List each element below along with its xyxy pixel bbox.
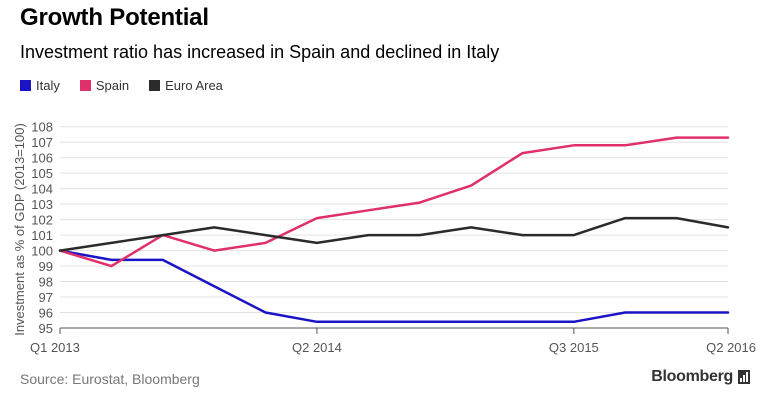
source-note: Source: Eurostat, Bloomberg — [20, 371, 200, 387]
series-line-euro-area — [58, 216, 730, 252]
legend: Italy Spain Euro Area — [20, 78, 243, 93]
legend-label-euro-area: Euro Area — [165, 78, 223, 93]
legend-swatch-euro-area — [149, 80, 161, 91]
y-tick-label: 102 — [31, 213, 53, 228]
series-line-spain — [58, 136, 730, 268]
legend-label-spain: Spain — [95, 78, 130, 93]
y-tick-label: 99 — [39, 259, 53, 274]
bloomberg-logo: Bloomberg — [651, 368, 750, 386]
series-line-italy — [58, 249, 730, 324]
brand-name: Bloomberg — [651, 368, 733, 385]
chart-subtitle: Investment ratio has increased in Spain … — [20, 42, 500, 62]
legend-swatch-italy — [20, 80, 31, 91]
y-tick-label: 97 — [39, 290, 53, 305]
y-tick-label: 108 — [31, 120, 53, 135]
legend-item-italy: Italy — [20, 78, 60, 93]
y-tick-label: 105 — [31, 166, 53, 181]
y-tick-label: 106 — [31, 151, 53, 166]
y-tick-label: 104 — [31, 182, 53, 197]
legend-label-italy: Italy — [36, 78, 60, 93]
y-tick-label: 98 — [39, 275, 53, 290]
legend-swatch-spain — [79, 80, 91, 91]
y-tick-label: 101 — [31, 228, 53, 243]
y-tick-label: 100 — [31, 244, 53, 259]
chart-title: Growth Potential — [20, 4, 209, 31]
y-axis-label: Investment as % of GDP (2013=100) — [12, 123, 27, 336]
x-tick-label: Q2 2014 — [292, 340, 342, 355]
bloomberg-chart-icon — [738, 370, 750, 384]
y-tick-label: 95 — [39, 321, 53, 336]
y-tick-label: 96 — [39, 306, 53, 321]
y-tick-label: 107 — [31, 135, 53, 150]
legend-item-spain: Spain — [79, 78, 130, 93]
legend-item-euro-area: Euro Area — [149, 78, 223, 93]
y-tick-label: 103 — [31, 197, 53, 212]
x-tick-label: Q3 2015 — [549, 340, 599, 355]
x-tick-label: Q2 2016 — [706, 340, 756, 355]
x-tick-label: Q1 2013 — [30, 340, 80, 355]
